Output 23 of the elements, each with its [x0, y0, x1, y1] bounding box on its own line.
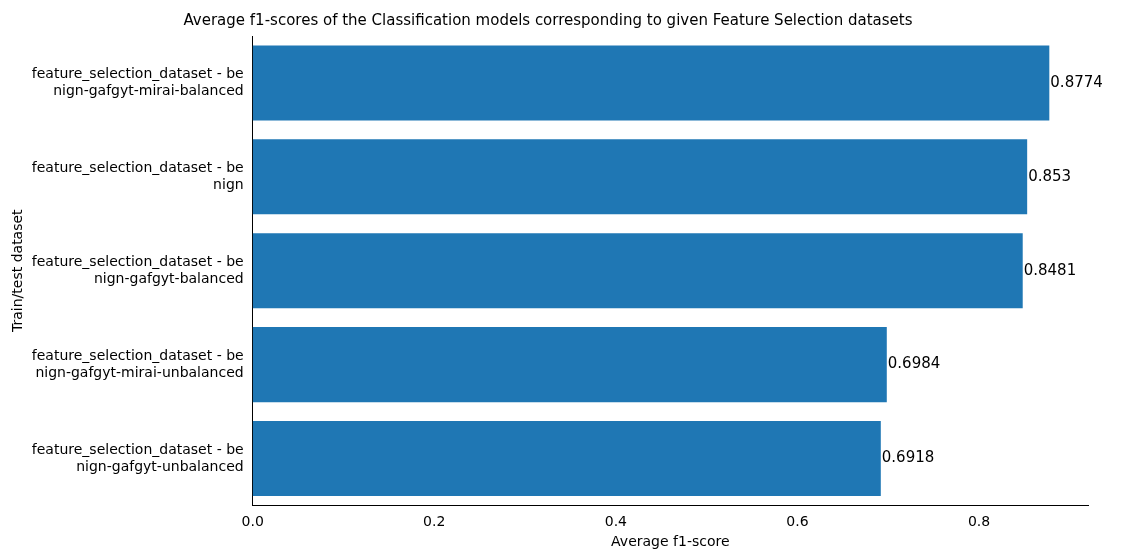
bar [252, 139, 1028, 215]
bar [252, 45, 1050, 121]
bar [252, 233, 1023, 309]
y-axis-title: Train/test dataset [9, 208, 26, 333]
chart-title: Average f1-scores of the Classification models corresponding to given Feature Selection datasets [183, 10, 913, 29]
y-tick-label: feature_selection_dataset - be nign-gafgyt-mirai-balanced [31, 65, 244, 98]
x-tick-label: 0.6 [786, 513, 809, 530]
x-tick-label: 0.2 [423, 513, 446, 530]
y-tick-label: feature_selection_dataset - be nign [31, 159, 244, 192]
data-label: 0.853 [1028, 166, 1072, 185]
data-label: 0.8481 [1023, 260, 1077, 279]
x-tick-label: 0.4 [604, 513, 628, 530]
data-label: 0.6984 [887, 354, 941, 373]
data-label: 0.8774 [1050, 72, 1103, 91]
x-tick-label: 0.8 [967, 513, 991, 530]
y-tick-label: feature_selection_dataset - be nign-gafgyt-mirai-unbalanced [31, 346, 244, 380]
bar [252, 420, 881, 497]
y-tick-label: feature_selection_dataset - be nign-gafgyt-unbalanced [31, 440, 244, 474]
y-tick-label: feature_selection_dataset - be nign-gafgyt-balanced [31, 252, 244, 286]
x-axis-title: Average f1-score [611, 533, 730, 550]
bar [252, 327, 887, 403]
data-label: 0.6918 [881, 448, 935, 467]
x-tick-label: 0.0 [241, 513, 264, 530]
